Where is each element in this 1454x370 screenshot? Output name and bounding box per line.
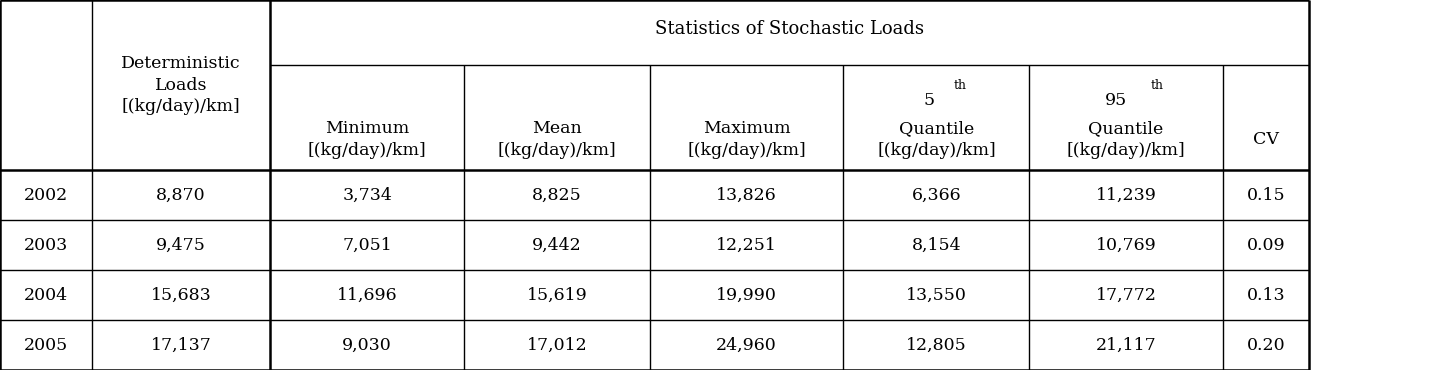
Text: 11,696: 11,696 — [337, 287, 397, 303]
Text: th: th — [954, 80, 967, 92]
Text: 0.13: 0.13 — [1246, 287, 1285, 303]
Text: 17,012: 17,012 — [526, 337, 587, 353]
Text: 8,154: 8,154 — [912, 237, 961, 253]
Text: 24,960: 24,960 — [717, 337, 776, 353]
Text: Minimum
[(kg/day)/km]: Minimum [(kg/day)/km] — [308, 120, 426, 159]
Text: 12,251: 12,251 — [717, 237, 776, 253]
Text: Quantile
[(kg/day)/km]: Quantile [(kg/day)/km] — [877, 120, 996, 159]
Text: Quantile
[(kg/day)/km]: Quantile [(kg/day)/km] — [1067, 120, 1185, 159]
Text: 11,239: 11,239 — [1096, 187, 1156, 204]
Text: Maximum
[(kg/day)/km]: Maximum [(kg/day)/km] — [688, 120, 806, 159]
Text: Mean
[(kg/day)/km]: Mean [(kg/day)/km] — [497, 120, 616, 159]
Text: 0.15: 0.15 — [1246, 187, 1285, 204]
Text: 9,030: 9,030 — [342, 337, 393, 353]
Text: 17,772: 17,772 — [1096, 287, 1156, 303]
Text: 2002: 2002 — [23, 187, 68, 204]
Text: CV: CV — [1253, 131, 1278, 148]
Text: Statistics of Stochastic Loads: Statistics of Stochastic Loads — [654, 20, 925, 38]
Text: th: th — [1152, 80, 1163, 92]
Text: 17,137: 17,137 — [151, 337, 211, 353]
Text: 13,826: 13,826 — [717, 187, 776, 204]
Text: 15,619: 15,619 — [526, 287, 587, 303]
Text: 2003: 2003 — [23, 237, 68, 253]
Text: 13,550: 13,550 — [906, 287, 967, 303]
Text: 95: 95 — [1105, 92, 1127, 109]
Text: 12,805: 12,805 — [906, 337, 967, 353]
Text: 5: 5 — [923, 92, 935, 109]
Text: 10,769: 10,769 — [1096, 237, 1156, 253]
Text: 2004: 2004 — [23, 287, 68, 303]
Text: 9,442: 9,442 — [532, 237, 582, 253]
Text: 7,051: 7,051 — [342, 237, 393, 253]
Text: 21,117: 21,117 — [1096, 337, 1156, 353]
Text: 8,870: 8,870 — [156, 187, 206, 204]
Text: 8,825: 8,825 — [532, 187, 582, 204]
Text: 19,990: 19,990 — [717, 287, 776, 303]
Text: Deterministic
Loads
[(kg/day)/km]: Deterministic Loads [(kg/day)/km] — [121, 55, 241, 115]
Text: 0.09: 0.09 — [1246, 237, 1285, 253]
Text: 15,683: 15,683 — [151, 287, 211, 303]
Text: 2005: 2005 — [23, 337, 68, 353]
Text: 6,366: 6,366 — [912, 187, 961, 204]
Text: 3,734: 3,734 — [342, 187, 393, 204]
Text: 0.20: 0.20 — [1246, 337, 1285, 353]
Text: 9,475: 9,475 — [156, 237, 206, 253]
